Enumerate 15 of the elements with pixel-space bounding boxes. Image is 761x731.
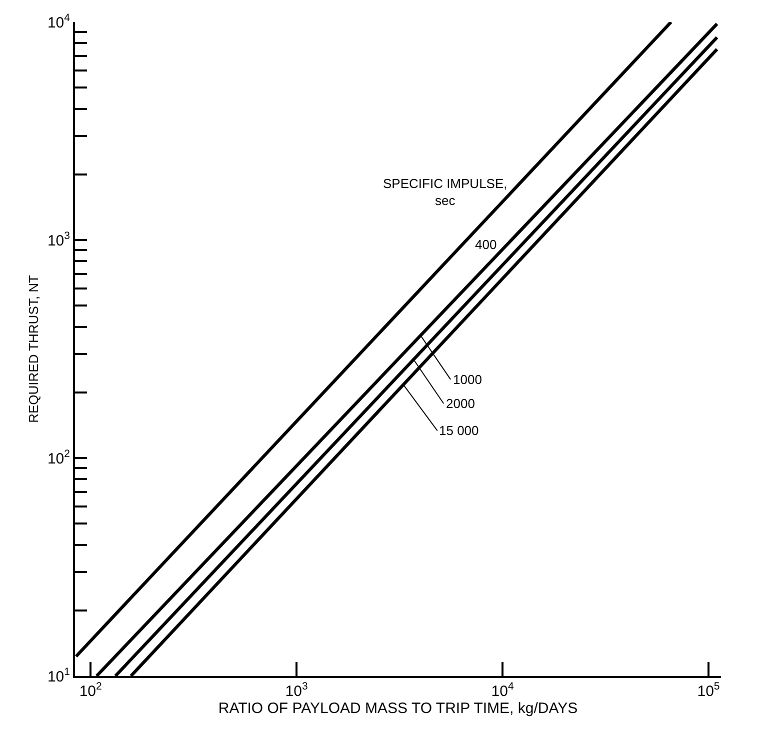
y-tick-label: 10$^{4}$ (47, 12, 70, 32)
x-tick-label: 10$^{5}$ (697, 680, 720, 700)
x-tick-label: 10$^{3}$ (285, 680, 308, 700)
annotation: 400 (475, 237, 497, 252)
y-tick-label: 10$^{3}$ (47, 230, 70, 250)
annotation: 15 000 (439, 423, 479, 438)
x-tick-label: 10$^{2}$ (79, 680, 102, 700)
y-axis-title: REQUIRED THRUST, NT (26, 275, 41, 423)
y-tick-label: 10$^{2}$ (47, 448, 70, 468)
y-tick-label: 10$^{1}$ (47, 666, 70, 686)
annotation: SPECIFIC IMPULSE, sec (383, 176, 508, 208)
x-axis-title: RATIO OF PAYLOAD MASS TO TRIP TIME, kg/DAYS (218, 700, 578, 717)
annotation: 2000 (446, 396, 475, 411)
annotation: 1000 (453, 372, 482, 387)
x-tick-label: 10$^{4}$ (491, 680, 514, 700)
